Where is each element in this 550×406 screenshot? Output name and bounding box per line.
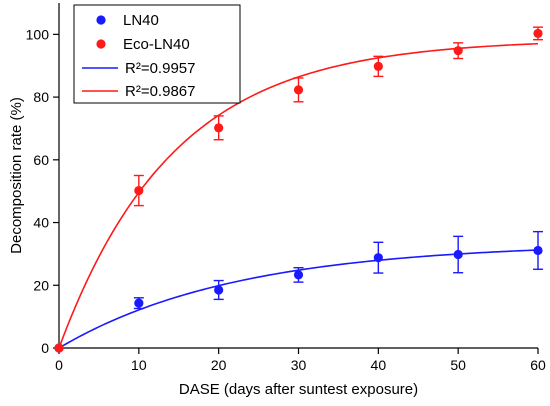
data-point-eco-ln40: [453, 46, 463, 56]
y-axis-title: Decomposition rate (%): [8, 97, 25, 254]
fit-curve-0: [58, 249, 539, 349]
data-point-eco-ln40: [134, 185, 144, 196]
legend-marker-ln40: [96, 15, 106, 25]
x-tick-label: 30: [291, 357, 307, 373]
axes: 0 20 40 60 80 100 0 10 20 30 40 50 60: [26, 3, 546, 373]
x-tick-label: 20: [211, 357, 227, 373]
legend: LN40 Eco-LN40 R²=0.9957 R²=0.9867: [73, 4, 241, 104]
error-bars: [133, 26, 543, 310]
data-point-eco-ln40: [214, 123, 224, 133]
legend-label-fit-ln40: R²=0.9957: [125, 60, 195, 77]
data-point-eco-ln40: [373, 61, 383, 71]
data-point-ln40: [293, 270, 304, 280]
x-tick-label: 50: [450, 357, 466, 373]
legend-label-eco-ln40: Eco-LN40: [123, 36, 190, 53]
y-tick-label: 0: [41, 340, 49, 356]
y-tick-label: 80: [33, 89, 49, 105]
legend-marker-eco-ln40: [96, 39, 106, 49]
y-tick-label: 40: [33, 215, 49, 231]
data-point-ln40: [373, 253, 383, 263]
legend-label-fit-eco-ln40: R²=0.9867: [125, 83, 195, 100]
data-points: [54, 28, 543, 353]
data-point-ln40: [533, 245, 543, 256]
data-point-eco-ln40: [293, 85, 304, 95]
y-tick-label: 20: [33, 277, 49, 293]
data-point-ln40: [453, 249, 463, 260]
data-point-eco-ln40: [533, 28, 543, 39]
x-tick-label: 10: [131, 357, 147, 373]
data-point-ln40: [214, 285, 224, 295]
data-point-ln40: [134, 298, 144, 308]
legend-label-ln40: LN40: [123, 12, 159, 29]
x-tick-label: 60: [530, 357, 546, 373]
data-point-eco-ln40: [54, 343, 64, 353]
x-axis-title: DASE (days after suntest exposure): [179, 381, 418, 398]
y-tick-label: 100: [26, 26, 50, 42]
y-tick-label: 60: [33, 152, 49, 168]
x-tick-label: 40: [371, 357, 387, 373]
x-tick-label: 0: [55, 357, 63, 373]
